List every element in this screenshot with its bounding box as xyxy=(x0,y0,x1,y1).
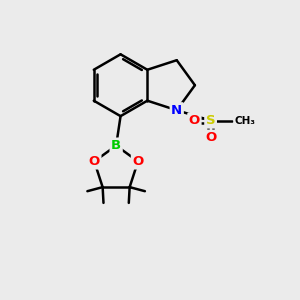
Text: CH₃: CH₃ xyxy=(234,116,255,125)
Text: O: O xyxy=(89,155,100,168)
Text: O: O xyxy=(132,155,144,168)
Text: N: N xyxy=(171,104,182,117)
Text: O: O xyxy=(189,114,200,127)
Text: S: S xyxy=(206,114,215,127)
Text: B: B xyxy=(111,139,121,152)
Text: O: O xyxy=(205,131,216,144)
